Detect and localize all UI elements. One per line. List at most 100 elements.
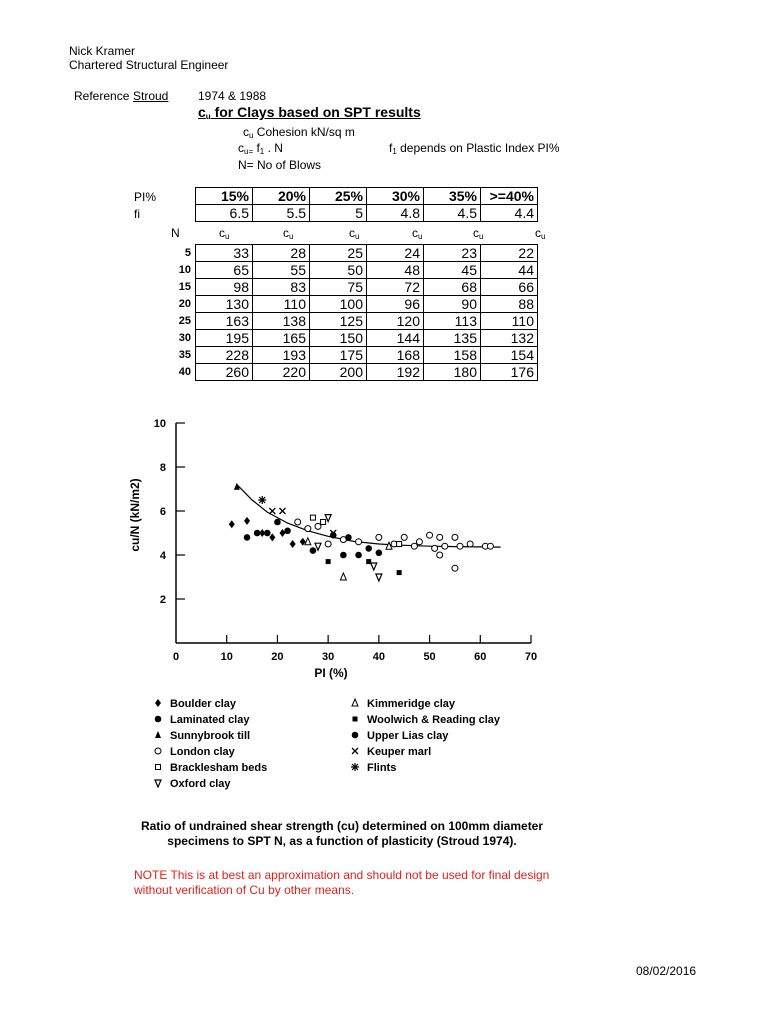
n-value: 10 [178, 264, 191, 276]
legend-label: London clay [170, 746, 236, 758]
cu-column-label: cu [283, 226, 294, 241]
legend-label: Boulder clay [170, 698, 237, 710]
chart-legend: Boulder clay Laminated clay Sunnybrook til… [154, 697, 501, 790]
y-tick-label: 6 [160, 506, 166, 518]
fi-row-label: fi [134, 207, 140, 221]
cu-cell: 154 [480, 346, 538, 364]
cu-cell: 68 [423, 278, 481, 296]
data-point-london-clay [456, 542, 464, 550]
reference-source: Stroud [133, 89, 169, 103]
data-point-laminated-clay [355, 551, 362, 559]
cu-cell: 180 [423, 363, 481, 381]
cu-cell: 98 [195, 278, 253, 296]
cu-cell: 33 [195, 244, 253, 262]
cu-cell: 23 [423, 244, 481, 262]
cu-column-label: cu [349, 226, 360, 241]
data-point-london-clay [441, 542, 449, 550]
legend-marker [351, 697, 359, 707]
cu-cell: 72 [366, 278, 424, 296]
cu-cell: 110 [252, 295, 310, 313]
cu-column-label: cu [473, 226, 484, 241]
n-value: 25 [178, 315, 191, 327]
note-line1: NOTE This is at best an approximation an… [134, 868, 550, 882]
pi-cell: >=40% [480, 187, 538, 205]
x-tick-label: 0 [173, 651, 179, 663]
data-point-boulder-clay [228, 520, 235, 529]
cu-cell: 138 [252, 312, 310, 330]
fit-curve-layer [236, 484, 501, 548]
data-point-oxford-clay [369, 562, 378, 572]
cu-cell: 44 [480, 261, 538, 279]
legend-label: Upper Lias clay [367, 730, 449, 742]
n-value: 35 [178, 349, 191, 361]
cu-cell: 135 [423, 329, 481, 347]
legend-marker [155, 731, 161, 738]
fi-cell: 4.4 [480, 204, 538, 222]
data-point-kimmeridge-clay [304, 536, 312, 546]
data-point-london-clay [436, 533, 444, 541]
data-point-woolwich-reading-clay [396, 570, 402, 576]
legend-marker [154, 715, 162, 723]
definition-blows: N= No of Blows [238, 158, 322, 172]
pi-cell: 15% [195, 187, 253, 205]
cu-cell: 120 [366, 312, 424, 330]
data-point-boulder-clay [244, 516, 250, 525]
table-row: 65 55 50 48 45 44 [195, 261, 538, 279]
data-point-oxford-clay [324, 514, 333, 524]
legend-marker [352, 716, 358, 722]
data-point-upper-lias-clay [345, 534, 352, 541]
legend-label: Oxford clay [170, 778, 231, 790]
data-point-woolwich-reading-clay [366, 559, 372, 565]
legend-marker [154, 779, 162, 789]
data-point-keuper-marl [279, 507, 286, 515]
cu-cell: 75 [309, 278, 367, 296]
table-row: 228 193 175 168 158 154 [195, 346, 538, 364]
n-value: 30 [178, 332, 191, 344]
y-tick-label: 8 [160, 462, 166, 474]
cu-cell: 100 [309, 295, 367, 313]
data-point-boulder-clay [299, 537, 306, 546]
cu-cell: 55 [252, 261, 310, 279]
definition-cohesion: cu Cohesion kN/sq m [243, 125, 355, 140]
data-point-london-clay [415, 538, 423, 546]
legend-label: Flints [367, 762, 396, 774]
data-point-kimmeridge-clay [339, 571, 348, 581]
data-point-london-clay [304, 525, 312, 533]
legend-label: Laminated clay [170, 714, 250, 726]
page-title: cu for Clays based on SPT results [198, 104, 421, 121]
n-column-label: N [171, 226, 180, 240]
x-tick-label: 50 [423, 651, 435, 663]
data-point-london-clay [451, 564, 459, 572]
cu-cell: 195 [195, 329, 253, 347]
data-point-london-clay [466, 540, 474, 548]
figure-caption-line1: Ratio of undrained shear strength (cu) d… [140, 819, 544, 833]
pi-row-label: PI% [134, 190, 157, 204]
cu-cell: 130 [195, 295, 253, 313]
cu-table: 33 28 25 24 23 22 65 55 50 48 45 44 98 83 75 72 68 66 1… [195, 244, 538, 381]
table-row: 33 28 25 24 23 22 [195, 244, 538, 262]
fi-cell: 5 [309, 204, 367, 222]
cu-cell: 110 [480, 312, 538, 330]
chart-axes: 0 10 20 30 40 50 60 70 2 4 6 8 10 [154, 418, 537, 663]
cu-cell: 90 [423, 295, 481, 313]
cu-cell: 175 [309, 346, 367, 364]
pi-cell: 35% [423, 187, 481, 205]
legend-marker [351, 731, 359, 739]
cu-cell: 200 [309, 363, 367, 381]
definition-formula: cu= f1 . N [238, 141, 283, 156]
cu-cell: 83 [252, 278, 310, 296]
cu-cell: 50 [309, 261, 367, 279]
reference-label: Reference [74, 89, 130, 103]
pi-cell: 25% [309, 187, 367, 205]
cu-column-label: cu [412, 226, 423, 241]
cu-cell: 88 [480, 295, 538, 313]
cu-cell: 260 [195, 363, 253, 381]
data-point-london-clay [431, 544, 439, 552]
x-axis-label: PI (%) [314, 666, 347, 680]
cu-cell: 125 [309, 312, 367, 330]
cu-cell: 168 [366, 346, 424, 364]
cu-cell: 192 [366, 363, 424, 381]
data-point-bracklesham-beds [396, 541, 403, 547]
cu-cell: 45 [423, 261, 481, 279]
cu-cell: 165 [252, 329, 310, 347]
